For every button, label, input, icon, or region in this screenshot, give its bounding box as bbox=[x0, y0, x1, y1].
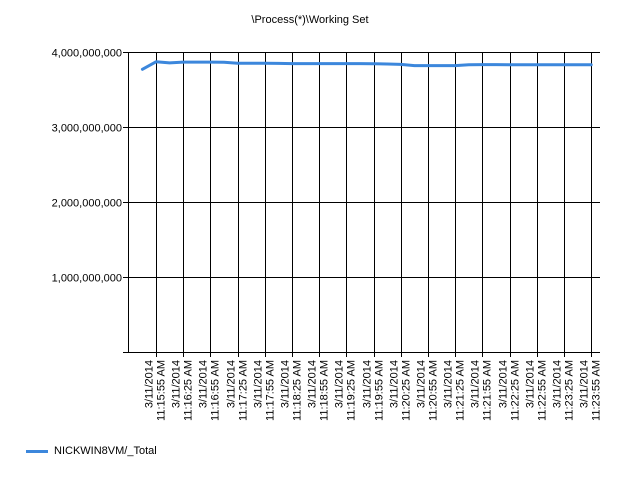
chart-title: \Process(*)\Working Set bbox=[251, 14, 369, 26]
x-tick-label-date: 3/11/2014 bbox=[498, 360, 510, 408]
x-tick-label-time: 11:21:55 AM bbox=[482, 360, 494, 421]
x-tick-label-date: 3/11/2014 bbox=[470, 360, 482, 408]
x-tick-label-time: 11:17:55 AM bbox=[265, 360, 277, 421]
x-tick-label-date: 3/11/2014 bbox=[362, 360, 374, 408]
x-tick-label: 3/11/2014 11:21:25 AM bbox=[443, 360, 467, 421]
x-tick-label: 3/11/2014 11:22:55 AM bbox=[525, 360, 549, 421]
x-tick-label-time: 11:22:25 AM bbox=[510, 360, 522, 421]
x-tick-label-time: 11:18:55 AM bbox=[319, 360, 331, 421]
x-tick-label-date: 3/11/2014 bbox=[280, 360, 292, 408]
x-tick-label: 3/11/2014 11:18:55 AM bbox=[307, 360, 331, 421]
x-tick-label-time: 11:22:55 AM bbox=[537, 360, 549, 421]
x-tick-label-date: 3/11/2014 bbox=[443, 360, 455, 408]
x-tick-label-time: 11:16:25 AM bbox=[183, 360, 195, 421]
y-tick-labels: 1,000,000,000 2,000,000,000 3,000,000,000 4… bbox=[52, 48, 122, 285]
x-tick-label-time: 11:16:55 AM bbox=[210, 360, 222, 421]
x-tick-labels: 3/11/2014 11:15:55 AM 3/11/2014 11:16:25 AM… bbox=[144, 360, 603, 421]
x-tick-label: 3/11/2014 11:23:55 AM bbox=[579, 360, 603, 421]
x-tick-label-date: 3/11/2014 bbox=[579, 360, 591, 408]
x-tick-label-date: 3/11/2014 bbox=[171, 360, 183, 408]
legend-label: NICKWIN8VM/_Total bbox=[54, 445, 157, 457]
x-tick-label: 3/11/2014 11:19:55 AM bbox=[362, 360, 386, 421]
series-line bbox=[140, 60, 593, 71]
x-tick-label-time: 11:19:55 AM bbox=[374, 360, 386, 421]
x-tick-label-date: 3/11/2014 bbox=[525, 360, 537, 408]
x-tick-label-date: 3/11/2014 bbox=[144, 360, 156, 408]
x-tick-label: 3/11/2014 11:20:25 AM bbox=[389, 360, 413, 421]
grid bbox=[128, 52, 600, 352]
y-tick-label: 3,000,000,000 bbox=[52, 123, 122, 135]
x-tick-label: 3/11/2014 11:15:55 AM bbox=[144, 360, 168, 421]
x-tick-label-date: 3/11/2014 bbox=[334, 360, 346, 408]
x-tick-label-time: 11:23:55 AM bbox=[591, 360, 603, 421]
x-tick-label-time: 11:19:25 AM bbox=[346, 360, 358, 421]
x-tick-label: 3/11/2014 11:19:25 AM bbox=[334, 360, 358, 421]
x-tick-label-time: 11:20:25 AM bbox=[401, 360, 413, 421]
x-tick-label: 3/11/2014 11:18:25 AM bbox=[280, 360, 304, 421]
x-tick-label-date: 3/11/2014 bbox=[253, 360, 265, 408]
x-tick-label-date: 3/11/2014 bbox=[307, 360, 319, 408]
x-tick-label-time: 11:21:25 AM bbox=[455, 360, 467, 421]
x-tick-label: 3/11/2014 11:16:55 AM bbox=[198, 360, 222, 421]
x-tick-label: 3/11/2014 11:21:55 AM bbox=[470, 360, 494, 421]
y-tick-label: 1,000,000,000 bbox=[52, 273, 122, 285]
x-tick-label-time: 11:15:55 AM bbox=[156, 360, 168, 421]
x-tick-label: 3/11/2014 11:16:25 AM bbox=[171, 360, 195, 421]
axes bbox=[123, 52, 600, 357]
x-tick-label-date: 3/11/2014 bbox=[416, 360, 428, 408]
legend: NICKWIN8VM/_Total bbox=[26, 445, 157, 457]
x-tick-label-time: 11:18:25 AM bbox=[292, 360, 304, 421]
y-tick-label: 2,000,000,000 bbox=[52, 198, 122, 210]
x-tick-label-time: 11:17:25 AM bbox=[238, 360, 250, 421]
x-tick-label-time: 11:23:25 AM bbox=[564, 360, 576, 421]
x-tick-label-date: 3/11/2014 bbox=[198, 360, 210, 408]
series-lines bbox=[140, 60, 593, 71]
x-tick-label: 3/11/2014 11:23:25 AM bbox=[552, 360, 576, 421]
legend-swatch bbox=[26, 449, 48, 453]
x-tick-label: 3/11/2014 11:17:25 AM bbox=[226, 360, 250, 421]
y-tick-label: 4,000,000,000 bbox=[52, 48, 122, 60]
x-tick-label: 3/11/2014 11:20:55 AM bbox=[416, 360, 440, 421]
x-tick-label-time: 11:20:55 AM bbox=[428, 360, 440, 421]
x-tick-label: 3/11/2014 11:22:25 AM bbox=[498, 360, 522, 421]
x-tick-label: 3/11/2014 11:17:55 AM bbox=[253, 360, 277, 421]
x-tick-label-date: 3/11/2014 bbox=[226, 360, 238, 408]
x-tick-label-date: 3/11/2014 bbox=[389, 360, 401, 408]
x-tick-label-date: 3/11/2014 bbox=[552, 360, 564, 408]
